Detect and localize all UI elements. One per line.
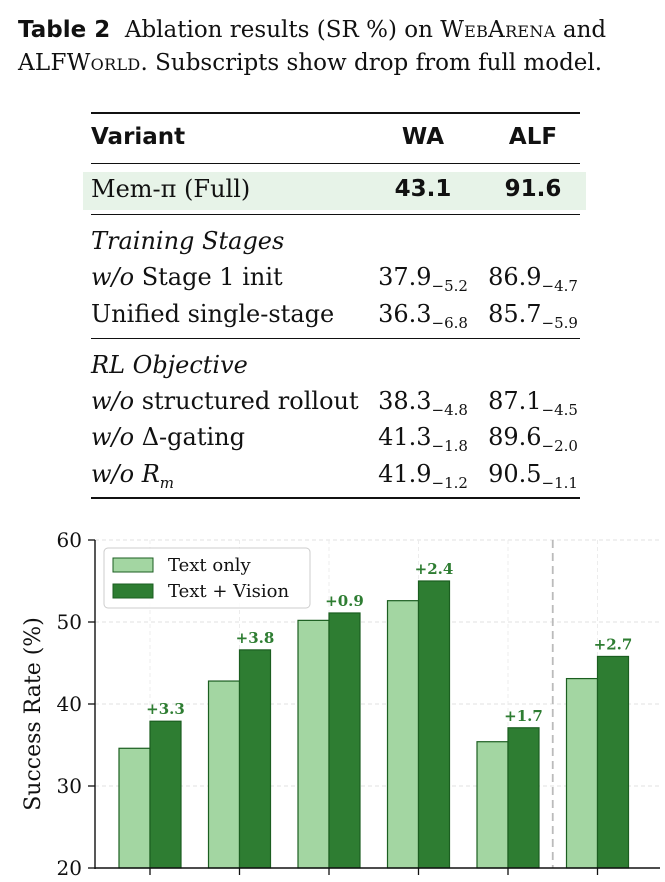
bar-text-only — [476, 741, 509, 869]
gain-annotation: +3.3 — [146, 700, 185, 718]
row-unified-name: Unified single-stage — [91, 300, 335, 328]
row-rm-name: w/o Rm — [91, 460, 175, 492]
header-variant: Variant — [91, 124, 186, 150]
bottom-rule — [91, 497, 580, 499]
legend-swatch — [112, 557, 154, 573]
bar-text-only — [386, 600, 420, 869]
y-axis-label: Success Rate (%) — [21, 617, 46, 811]
row-stage1-name: w/o Stage 1 init — [91, 263, 283, 291]
table-caption: Table 2 Ablation results (SR %) on WebAr… — [18, 14, 658, 80]
group-title-training: Training Stages — [91, 227, 285, 255]
row-unified-wa: 36.3−6.8 — [378, 300, 468, 332]
row-rollout-wa: 38.3−4.8 — [378, 387, 468, 419]
header-rule — [91, 163, 580, 165]
caption-text-2: and — [555, 17, 607, 43]
full-row-rule — [91, 214, 580, 216]
y-tick-label: 40 — [57, 692, 82, 716]
caption-alfworld: ALFWorld — [18, 50, 141, 76]
full-row-alf: 91.6 — [504, 176, 562, 202]
bar-text-vision — [596, 655, 630, 869]
gain-annotation: +0.9 — [325, 592, 364, 610]
row-gating-wa: 41.3−1.8 — [378, 423, 468, 455]
header-wa: WA — [401, 124, 445, 150]
legend-label: Text + Vision — [168, 581, 289, 602]
group-title-rl: RL Objective — [91, 351, 248, 379]
bar-text-only — [297, 619, 330, 869]
legend-label: Text only — [168, 555, 252, 576]
bar-text-vision — [417, 580, 451, 869]
bar-text-only — [118, 747, 151, 869]
full-row-name: Mem-π (Full) — [91, 175, 251, 203]
bar-text-vision — [238, 649, 272, 869]
gain-annotation: +2.7 — [594, 635, 633, 653]
caption-label: Table 2 — [18, 17, 111, 43]
caption-webarena: WebArena — [440, 17, 556, 43]
success-rate-bar-chart: +3.3 +3.8 +0.9 +2.4 +1.7 +2.7 20 30 40 50 60 Succes… — [21, 528, 660, 880]
header-alf: ALF — [508, 124, 558, 150]
row-rm-alf: 90.5−1.1 — [488, 460, 578, 492]
bar-text-only — [207, 680, 241, 869]
row-rm-wa: 41.9−1.2 — [378, 460, 468, 492]
bar-text-vision — [507, 727, 540, 869]
full-row-wa: 43.1 — [394, 176, 452, 202]
caption-text-1: Ablation results (SR %) on — [124, 17, 441, 43]
y-tick-label: 50 — [57, 610, 82, 634]
row-rollout-name: w/o structured rollout — [91, 387, 359, 415]
row-stage1-alf: 86.9−4.7 — [488, 263, 578, 295]
gain-annotation: +2.4 — [415, 560, 454, 578]
gain-annotation: +1.7 — [504, 707, 543, 725]
row-stage1-wa: 37.9−5.2 — [378, 263, 468, 295]
legend-box — [103, 547, 311, 609]
row-gating-alf: 89.6−2.0 — [488, 423, 578, 455]
full-row-highlight — [83, 172, 586, 210]
legend-swatch — [112, 583, 154, 599]
bar-text-vision — [149, 720, 182, 869]
row-rollout-alf: 87.1−4.5 — [488, 387, 578, 419]
y-tick-label: 20 — [57, 856, 82, 880]
gain-annotation: +3.8 — [236, 629, 275, 647]
row-gating-name: w/o Δ-gating — [91, 423, 245, 451]
caption-text-3: . Subscripts show drop from full model. — [140, 50, 603, 76]
y-tick-label: 60 — [57, 528, 82, 552]
y-tick-label: 30 — [57, 774, 82, 798]
bar-text-only — [565, 677, 599, 869]
top-rule — [91, 112, 580, 114]
row-unified-alf: 85.7−5.9 — [488, 300, 578, 332]
group-rule — [91, 338, 580, 340]
bar-text-vision — [328, 612, 361, 869]
